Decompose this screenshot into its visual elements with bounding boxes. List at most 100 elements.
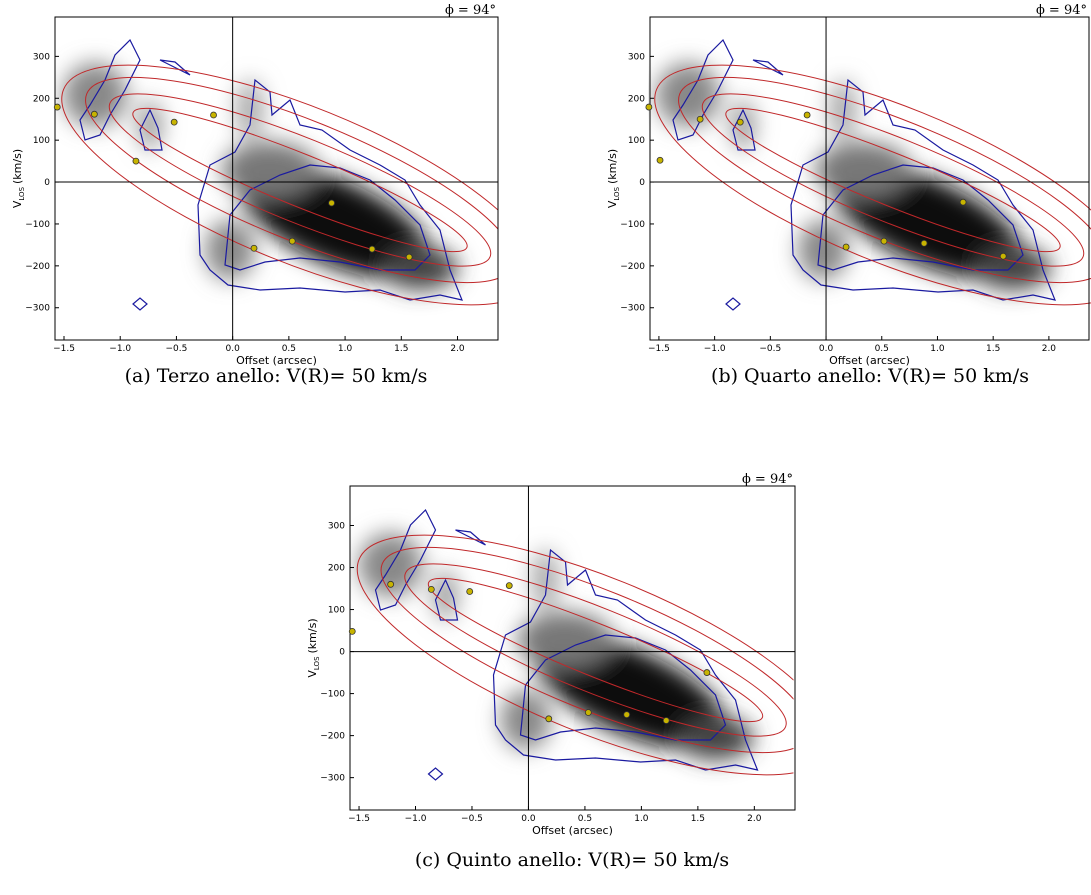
- x-tick-label: −1.5: [53, 344, 75, 354]
- y-tick-label: 0: [44, 178, 50, 188]
- y-tick-label: 200: [328, 564, 345, 574]
- x-tick-label: −1.5: [648, 344, 670, 354]
- pv-image: [34, 17, 565, 353]
- x-tick-label: 0.0: [225, 344, 240, 354]
- data-point: [803, 111, 811, 119]
- y-tick-label: 100: [628, 136, 645, 146]
- annotation: ϕ = 94°: [445, 3, 496, 18]
- x-tick-label: −0.5: [759, 344, 781, 354]
- data-point: [999, 252, 1007, 260]
- y-tick-label: 0: [639, 178, 645, 188]
- data-point: [387, 580, 395, 588]
- data-point: [656, 156, 664, 164]
- y-tick-label: 200: [628, 94, 645, 104]
- x-tick-label: 1.5: [691, 814, 705, 824]
- data-point: [959, 198, 967, 206]
- x-tick-label: 0.5: [578, 814, 592, 824]
- data-point: [920, 239, 928, 247]
- axes-frame: [54, 16, 499, 341]
- y-tick-label: −200: [25, 262, 50, 272]
- y-tick-label: 300: [328, 522, 345, 532]
- x-tick-label: 1.0: [338, 344, 353, 354]
- x-tick-label: 0.0: [819, 344, 834, 354]
- data-point: [288, 237, 296, 245]
- y-label-part: (km/s): [306, 618, 319, 653]
- y-tick-label: −100: [25, 220, 50, 230]
- x-tick-label: −1.0: [109, 344, 131, 354]
- data-point: [645, 103, 653, 111]
- y-axis-label: VLOS (km/s): [606, 149, 621, 208]
- axes-frame: [349, 485, 796, 811]
- x-tick-label: 1.5: [394, 344, 408, 354]
- data-point: [405, 253, 413, 261]
- y-tick-label: −300: [320, 774, 345, 784]
- data-point: [466, 588, 474, 595]
- y-tick-label: 300: [33, 52, 50, 62]
- x-axis-label: Offset (arcsec): [829, 354, 910, 367]
- y-label-part: V: [606, 200, 619, 208]
- data-point: [880, 237, 888, 245]
- y-tick-label: 200: [33, 94, 50, 104]
- y-tick-label: −200: [320, 732, 345, 742]
- x-tick-label: 2.0: [450, 344, 465, 354]
- y-label-part: V: [11, 200, 24, 208]
- y-tick-label: 0: [339, 648, 345, 658]
- y-tick-label: −100: [620, 220, 645, 230]
- pv-image: [627, 17, 1091, 353]
- data-point: [505, 582, 513, 589]
- caption: (b) Quarto anello: V(R)= 50 km/s: [711, 365, 1029, 387]
- data-point: [584, 709, 592, 716]
- x-tick-label: 1.0: [634, 814, 649, 824]
- y-label-part: (km/s): [606, 149, 619, 184]
- data-point: [662, 717, 670, 724]
- y-label-sub: LOS: [313, 656, 321, 670]
- x-tick-label: 1.5: [986, 344, 1000, 354]
- y-tick-label: 100: [328, 606, 345, 616]
- y-tick-label: 100: [33, 136, 50, 146]
- y-tick-label: −100: [320, 690, 345, 700]
- y-label-sub: LOS: [18, 186, 26, 200]
- data-point: [545, 715, 553, 723]
- y-tick-label: −300: [620, 304, 645, 314]
- y-label-part: (km/s): [11, 149, 24, 184]
- data-point: [90, 110, 98, 118]
- y-label-part: V: [306, 670, 319, 678]
- x-tick-label: −1.0: [405, 814, 427, 824]
- y-tick-label: −300: [25, 304, 50, 314]
- data-point: [348, 628, 356, 635]
- x-tick-label: −0.5: [461, 814, 483, 824]
- data-point: [623, 711, 631, 719]
- axes-frame: [649, 16, 1090, 341]
- data-point: [703, 669, 711, 676]
- data-point: [53, 103, 61, 111]
- y-axis-label: VLOS (km/s): [11, 149, 26, 208]
- x-tick-label: 0.5: [282, 344, 296, 354]
- data-point: [132, 157, 140, 165]
- data-point: [736, 118, 744, 126]
- data-point: [427, 585, 435, 593]
- x-axis-label: Offset (arcsec): [236, 354, 317, 367]
- data-point: [328, 199, 335, 207]
- data-point: [842, 243, 850, 251]
- data-point: [170, 118, 178, 126]
- annotation: ϕ = 94°: [1036, 3, 1087, 18]
- caption: (c) Quinto anello: V(R)= 50 km/s: [415, 849, 729, 871]
- y-axis-label: VLOS (km/s): [306, 618, 321, 677]
- y-label-sub: LOS: [613, 186, 621, 200]
- data-point: [696, 115, 704, 123]
- x-tick-label: −1.0: [704, 344, 726, 354]
- x-tick-label: 0.0: [521, 814, 536, 824]
- x-axis-label: Offset (arcsec): [532, 824, 613, 837]
- data-point: [210, 111, 217, 119]
- data-point: [368, 245, 376, 253]
- y-tick-label: −200: [620, 262, 645, 272]
- x-tick-label: −0.5: [166, 344, 188, 354]
- x-tick-label: 2.0: [747, 814, 762, 824]
- x-tick-label: 0.5: [875, 344, 889, 354]
- pv-image: [330, 487, 861, 823]
- y-tick-label: 300: [628, 52, 645, 62]
- x-tick-label: 1.0: [930, 344, 945, 354]
- caption: (a) Terzo anello: V(R)= 50 km/s: [125, 365, 428, 387]
- x-tick-label: −1.5: [348, 814, 370, 824]
